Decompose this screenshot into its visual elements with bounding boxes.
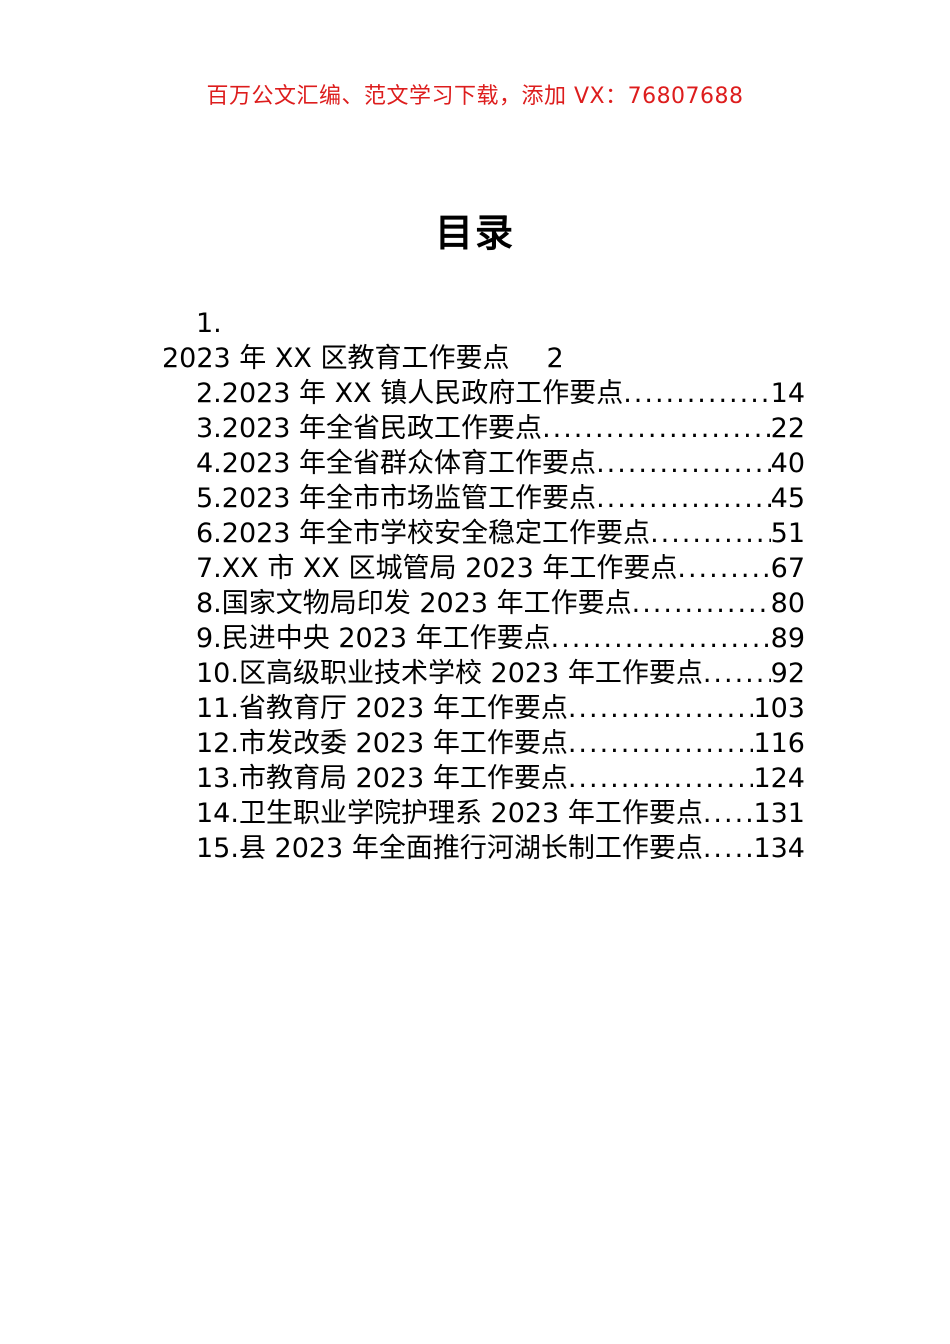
toc-entry[interactable]: 14.卫生职业学院护理系 2023 年工作要点 131	[162, 796, 805, 831]
toc-leader-dots	[632, 586, 771, 621]
toc-leader-dots	[542, 411, 771, 446]
toc-entry-page: 134	[753, 833, 805, 864]
toc-entry-page: 51	[770, 518, 805, 549]
toc-entry[interactable]: 5.2023 年全市市场监管工作要点 45	[162, 481, 805, 516]
toc-entry-1-title-line[interactable]: 2023 年 XX 区教育工作要点 2	[162, 341, 805, 376]
toc-leader-dots	[650, 516, 771, 551]
toc-entry-title: 15.县 2023 年全面推行河湖长制工作要点	[196, 833, 703, 864]
toc-leader-dots	[677, 551, 770, 586]
toc-entry-title: 9.民进中央 2023 年工作要点	[196, 623, 551, 654]
toc-entry-number: 1.	[196, 308, 222, 339]
toc-entry[interactable]: 15.县 2023 年全面推行河湖长制工作要点 134	[162, 831, 805, 866]
toc-entry[interactable]: 9.民进中央 2023 年工作要点 89	[162, 621, 805, 656]
toc-leader-dots	[568, 726, 754, 761]
toc-entry-page: 22	[770, 413, 805, 444]
toc-entry-title: 14.卫生职业学院护理系 2023 年工作要点	[196, 798, 703, 829]
toc-entry[interactable]: 7.XX 市 XX 区城管局 2023 年工作要点 67	[162, 551, 805, 586]
toc-entry[interactable]: 3.2023 年全省民政工作要点 22	[162, 411, 805, 446]
toc-entry-page: 67	[770, 553, 805, 584]
toc-entry[interactable]: 2.2023 年 XX 镇人民政府工作要点 14	[162, 376, 805, 411]
toc-entry-title: 11.省教育厅 2023 年工作要点	[196, 693, 568, 724]
toc-entry-1-number-line[interactable]: 1.	[162, 306, 805, 341]
toc-leader-dots	[703, 796, 754, 831]
toc-entry-page: 124	[753, 763, 805, 794]
toc-leader-dots	[568, 761, 754, 796]
toc-leader-dots	[568, 691, 754, 726]
toc-entry-title: 7.XX 市 XX 区城管局 2023 年工作要点	[196, 553, 678, 584]
toc-entry-page: 131	[753, 798, 805, 829]
toc-leader-dots	[623, 376, 770, 411]
toc-entry[interactable]: 8.国家文物局印发 2023 年工作要点 80	[162, 586, 805, 621]
toc-entry-list: 2.2023 年 XX 镇人民政府工作要点 14 3.2023 年全省民政工作要…	[162, 376, 805, 866]
toc-leader-dots	[596, 446, 771, 481]
toc-entry-title: 5.2023 年全市市场监管工作要点	[196, 483, 597, 514]
toc-leader-dots	[551, 621, 771, 656]
toc-entry[interactable]: 12.市发改委 2023 年工作要点 116	[162, 726, 805, 761]
table-of-contents: 1. 2023 年 XX 区教育工作要点 2 2.2023 年 XX 镇人民政府…	[162, 306, 805, 866]
toc-entry[interactable]: 10.区高级职业技术学校 2023 年工作要点 92	[162, 656, 805, 691]
toc-entry-page: 89	[770, 623, 805, 654]
toc-entry[interactable]: 6.2023 年全市学校安全稳定工作要点 51	[162, 516, 805, 551]
toc-entry-page: 45	[770, 483, 805, 514]
toc-entry-title: 6.2023 年全市学校安全稳定工作要点	[196, 518, 651, 549]
toc-entry-title: 12.市发改委 2023 年工作要点	[196, 728, 568, 759]
promo-header-notice: 百万公文汇编、范文学习下载，添加 VX：76807688	[206, 84, 744, 109]
page-title: 目录	[434, 211, 515, 255]
toc-entry-page: 2	[546, 343, 564, 374]
toc-entry-title: 2023 年 XX 区教育工作要点	[162, 343, 510, 374]
toc-entry-title: 3.2023 年全省民政工作要点	[196, 413, 543, 444]
toc-entry-page: 116	[753, 728, 805, 759]
toc-entry-title: 8.国家文物局印发 2023 年工作要点	[196, 588, 632, 619]
toc-entry[interactable]: 13.市教育局 2023 年工作要点 124	[162, 761, 805, 796]
toc-entry-page: 14	[770, 378, 805, 409]
toc-entry-title: 2.2023 年 XX 镇人民政府工作要点	[196, 378, 624, 409]
toc-leader-dots	[703, 831, 754, 866]
toc-entry-title: 13.市教育局 2023 年工作要点	[196, 763, 568, 794]
toc-entry-page: 40	[770, 448, 805, 479]
toc-entry-page: 92	[770, 658, 805, 689]
toc-entry[interactable]: 4.2023 年全省群众体育工作要点 40	[162, 446, 805, 481]
toc-leader-dots	[703, 656, 771, 691]
toc-leader-dots	[596, 481, 771, 516]
toc-entry-page: 103	[753, 693, 805, 724]
toc-entry-title: 4.2023 年全省群众体育工作要点	[196, 448, 597, 479]
toc-entry-title: 10.区高级职业技术学校 2023 年工作要点	[196, 658, 703, 689]
toc-entry[interactable]: 11.省教育厅 2023 年工作要点 103	[162, 691, 805, 726]
toc-entry-page: 80	[770, 588, 805, 619]
